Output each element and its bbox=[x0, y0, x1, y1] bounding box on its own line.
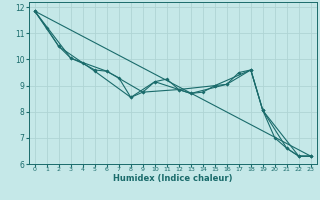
X-axis label: Humidex (Indice chaleur): Humidex (Indice chaleur) bbox=[113, 174, 233, 183]
